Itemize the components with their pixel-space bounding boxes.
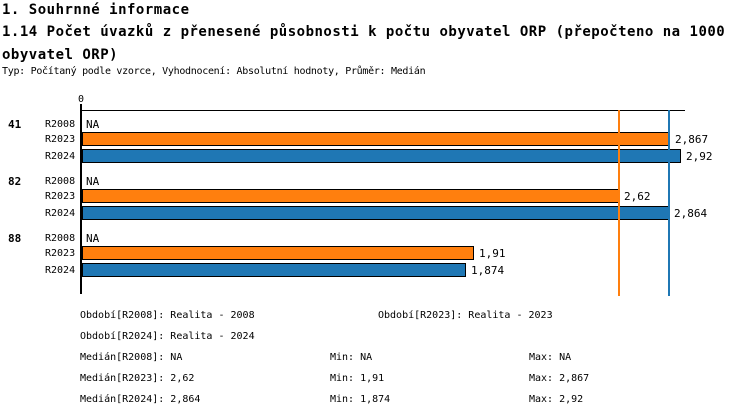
bar-value-label: 2,864 <box>674 207 708 220</box>
group-label: 88 <box>8 232 22 245</box>
row-period-label: R2023 <box>45 191 76 202</box>
row-period-label: R2008 <box>45 176 76 187</box>
x-axis-zero-tick-label: 0 <box>77 94 85 105</box>
legend-min-r2008: Min: NA <box>330 352 373 363</box>
legend-max-r2023: Max: 2,867 <box>529 373 590 384</box>
bar-value-label: 1,91 <box>479 247 506 260</box>
row-period-label: R2008 <box>45 119 76 130</box>
chart-meta-line: Typ: Počítaný podle vzorce, Vyhodnocení:… <box>2 66 426 77</box>
bar-r2023 <box>82 189 619 203</box>
row-period-label: R2008 <box>45 233 76 244</box>
legend-median-r2023: Medián[R2023]: 2,62 <box>80 373 195 384</box>
bar-r2024 <box>82 149 681 163</box>
legend-min-r2023: Min: 1,91 <box>330 373 385 384</box>
median-line-r2023 <box>618 110 620 296</box>
group-label: 41 <box>8 118 22 131</box>
bar-na-label: NA <box>86 118 100 131</box>
bar-value-label: 2,62 <box>624 190 651 203</box>
median-line-r2024 <box>668 110 670 296</box>
row-period-label: R2023 <box>45 134 76 145</box>
x-axis-line <box>80 110 685 111</box>
group-label: 82 <box>8 175 22 188</box>
bar-r2024 <box>82 206 669 220</box>
legend-obdobi-r2008: Období[R2008]: Realita - 2008 <box>80 310 255 321</box>
row-period-label: R2023 <box>45 248 76 259</box>
row-period-label: R2024 <box>45 151 76 162</box>
legend-max-r2024: Max: 2,92 <box>529 394 584 405</box>
legend-median-r2024: Medián[R2024]: 2,864 <box>80 394 201 405</box>
bar-value-label: 1,874 <box>471 264 505 277</box>
bar-value-label: 2,92 <box>686 150 713 163</box>
legend-median-r2008: Medián[R2008]: NA <box>80 352 183 363</box>
y-axis-line <box>80 104 82 294</box>
legend-min-r2024: Min: 1,874 <box>330 394 391 405</box>
bar-r2023 <box>82 132 670 146</box>
bar-na-label: NA <box>86 175 100 188</box>
bar-value-label: 2,867 <box>675 133 709 146</box>
row-period-label: R2024 <box>45 265 76 276</box>
legend-max-r2008: Max: NA <box>529 352 572 363</box>
row-period-label: R2024 <box>45 208 76 219</box>
grouped-bar-chart: 0 41 R2008 NA R2023 2,867 R2024 2,92 82 R2008 NA R… <box>8 94 713 296</box>
bar-r2024 <box>82 263 466 277</box>
section-title: 1. Souhrnné informace <box>2 2 190 18</box>
legend-obdobi-r2023: Období[R2023]: Realita - 2023 <box>378 310 553 321</box>
legend-obdobi-r2024: Období[R2024]: Realita - 2024 <box>80 331 255 342</box>
chart-title: 1.14 Počet úvazků z přenesené působnosti… <box>2 24 726 63</box>
bar-r2023 <box>82 246 474 260</box>
bar-na-label: NA <box>86 232 100 245</box>
